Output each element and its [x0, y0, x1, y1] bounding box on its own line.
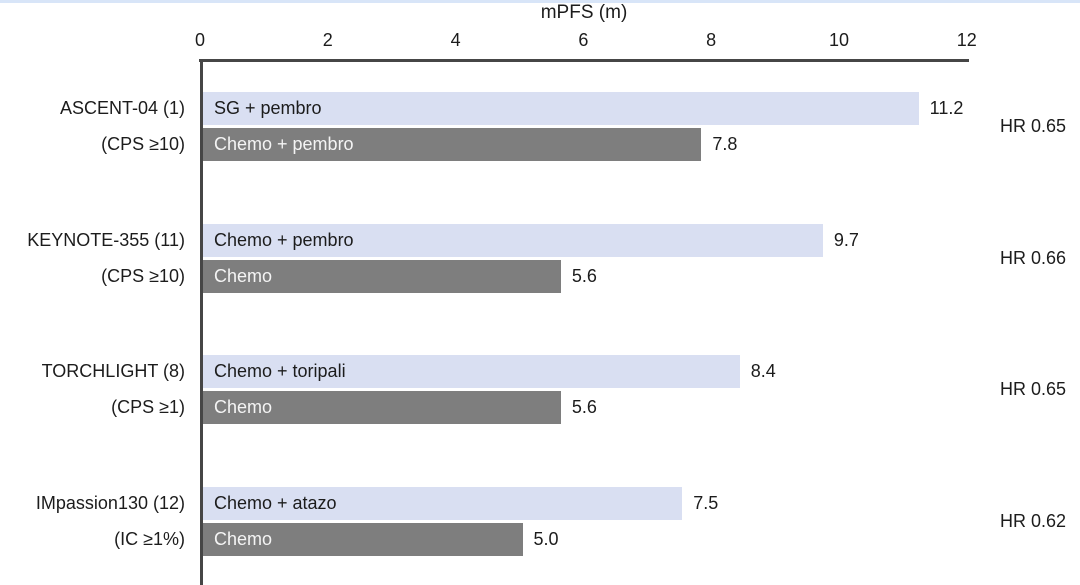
x-axis-line	[199, 59, 969, 62]
treatment-bar-label: Chemo + pembro	[214, 229, 354, 250]
treatment-value-label: 9.7	[833, 229, 859, 250]
treatment-value-label: 7.5	[693, 492, 719, 513]
x-axis-tick: 0	[194, 30, 206, 50]
x-axis-tick: 6	[578, 30, 589, 50]
control-bar-label: Chemo + pembro	[214, 134, 354, 154]
trial-group: KEYNOTE-355 (11) (CPS ≥10) Chemo + pembr…	[0, 223, 1080, 293]
control-value-label: 5.6	[571, 265, 597, 286]
trial-group: IMpassion130 (12) (IC ≥1%) Chemo + atazo…	[0, 486, 1080, 556]
control-bar: Chemo + pembro	[203, 128, 702, 161]
trial-criteria-label: (CPS ≥10)	[101, 134, 185, 154]
trial-name-label: IMpassion130 (12)	[35, 492, 185, 513]
hazard-ratio-label: HR 0.65	[999, 116, 1066, 136]
top-border-strip	[0, 0, 1080, 3]
x-axis-tick: 12	[956, 30, 977, 50]
treatment-bar-label: Chemo + atazo	[214, 492, 337, 513]
control-bar: Chemo	[203, 259, 561, 293]
trial-group: TORCHLIGHT (8) (CPS ≥1) Chemo + toripali…	[0, 355, 1080, 425]
hazard-ratio-label: HR 0.65	[999, 379, 1066, 400]
chart-title: mPFS (m)	[540, 2, 628, 23]
control-bar: Chemo	[203, 522, 523, 556]
control-value-label: 7.8	[712, 134, 738, 154]
treatment-bar-label: Chemo + toripali	[214, 361, 346, 382]
treatment-bar: Chemo + atazo	[203, 486, 683, 520]
treatment-value-label: 8.4	[750, 361, 776, 382]
treatment-bar: Chemo + toripali	[203, 355, 740, 389]
x-axis-tick: 8	[706, 30, 717, 50]
treatment-bar-label: SG + pembro	[214, 98, 322, 118]
treatment-bar: SG + pembro	[203, 92, 919, 125]
hazard-ratio-label: HR 0.62	[999, 510, 1066, 531]
hazard-ratio-label: HR 0.66	[999, 247, 1066, 268]
x-axis-tick: 10	[828, 30, 850, 50]
treatment-bar: Chemo + pembro	[203, 223, 823, 257]
control-bar: Chemo	[203, 391, 561, 425]
treatment-value-label: 11.2	[929, 98, 964, 118]
trial-name-label: KEYNOTE-355 (11)	[27, 229, 185, 250]
trial-criteria-label: (CPS ≥10)	[101, 265, 185, 286]
trial-name-label: ASCENT-04 (1)	[59, 98, 185, 118]
trial-criteria-label: (CPS ≥1)	[111, 397, 185, 418]
x-axis-tick: 4	[450, 30, 461, 50]
control-value-label: 5.0	[533, 528, 559, 549]
y-axis-line	[200, 59, 203, 585]
control-bar-label: Chemo	[214, 397, 273, 418]
control-value-label: 5.6	[571, 397, 597, 418]
trial-name-label: TORCHLIGHT (8)	[41, 361, 185, 382]
control-bar-label: Chemo	[214, 265, 273, 286]
control-bar-label: Chemo	[214, 528, 273, 549]
trial-group: ASCENT-04 (1) (CPS ≥10) SG + pembro 11.2…	[0, 92, 1080, 161]
x-axis-tick: 2	[322, 30, 333, 50]
trial-criteria-label: (IC ≥1%)	[114, 528, 185, 549]
